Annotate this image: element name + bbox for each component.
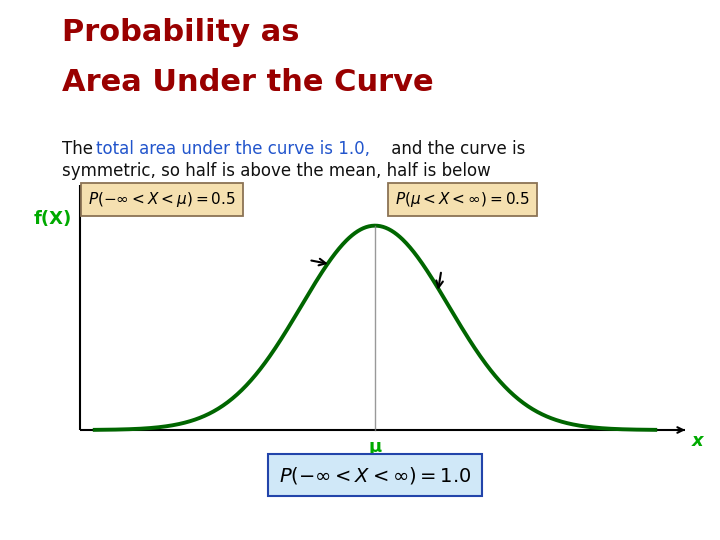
Text: total area under the curve is 1.0,: total area under the curve is 1.0, bbox=[96, 140, 370, 158]
Text: $P(-\infty < X < \mu) = 0.5$: $P(-\infty < X < \mu) = 0.5$ bbox=[88, 190, 235, 209]
Text: symmetric, so half is above the mean, half is below: symmetric, so half is above the mean, ha… bbox=[62, 162, 491, 180]
Text: $P(\mu < X < \infty) = 0.5$: $P(\mu < X < \infty) = 0.5$ bbox=[395, 190, 530, 209]
Text: x: x bbox=[692, 432, 703, 450]
Text: The: The bbox=[62, 140, 98, 158]
Text: and the curve is: and the curve is bbox=[386, 140, 526, 158]
Text: Area Under the Curve: Area Under the Curve bbox=[62, 68, 433, 97]
Text: f(X): f(X) bbox=[34, 210, 72, 228]
Text: $P(-\infty < X < \infty) = 1.0$: $P(-\infty < X < \infty) = 1.0$ bbox=[279, 464, 472, 485]
Text: μ: μ bbox=[369, 438, 382, 456]
Text: Probability as: Probability as bbox=[62, 18, 300, 47]
